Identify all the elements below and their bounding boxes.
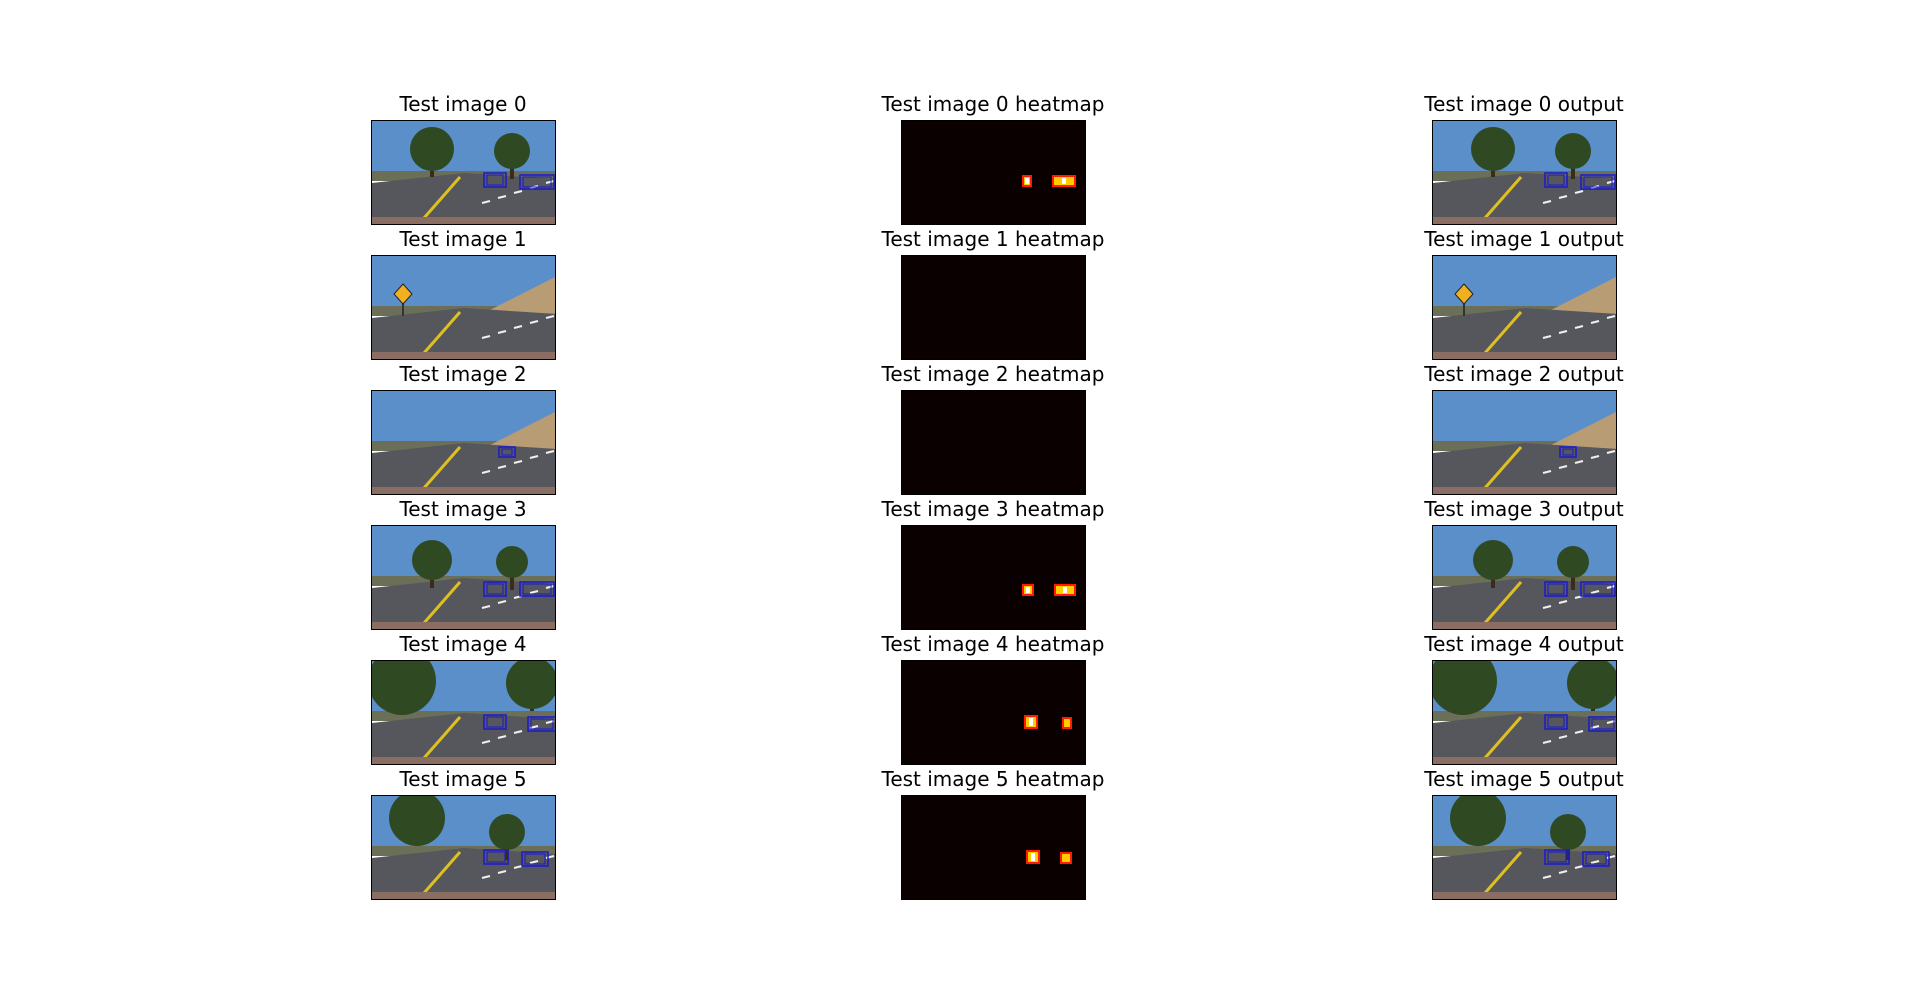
panel-title-original-3: Test image 3: [399, 497, 527, 521]
panel-title-original-0: Test image 0: [399, 92, 527, 116]
heatmap-image-5: [900, 795, 1086, 900]
panel-title-output-1: Test image 1 output: [1424, 227, 1624, 251]
heatmap-image-3: [900, 525, 1086, 630]
panel-title-original-1: Test image 1: [399, 227, 527, 251]
panel-title-original-4: Test image 4: [399, 632, 527, 656]
panel-title-heatmap-0: Test image 0 heatmap: [881, 92, 1105, 116]
heatmap-image-4: [900, 660, 1086, 765]
original-image-0: [370, 120, 556, 225]
panel-title-heatmap-4: Test image 4 heatmap: [881, 632, 1105, 656]
heatmap-image-2: [900, 390, 1086, 495]
panel-title-heatmap-5: Test image 5 heatmap: [881, 767, 1105, 791]
output-image-3: [1431, 525, 1617, 630]
panel-title-output-5: Test image 5 output: [1424, 767, 1624, 791]
panel-title-heatmap-3: Test image 3 heatmap: [881, 497, 1105, 521]
panel-title-output-2: Test image 2 output: [1424, 362, 1624, 386]
output-image-5: [1431, 795, 1617, 900]
panel-title-heatmap-1: Test image 1 heatmap: [881, 227, 1105, 251]
panel-title-output-3: Test image 3 output: [1424, 497, 1624, 521]
panel-title-output-0: Test image 0 output: [1424, 92, 1624, 116]
output-image-1: [1431, 255, 1617, 360]
output-image-0: [1431, 120, 1617, 225]
output-image-4: [1431, 660, 1617, 765]
heatmap-image-1: [900, 255, 1086, 360]
original-image-3: [370, 525, 556, 630]
panel-title-original-2: Test image 2: [399, 362, 527, 386]
original-image-4: [370, 660, 556, 765]
panel-title-original-5: Test image 5: [399, 767, 527, 791]
heatmap-image-0: [900, 120, 1086, 225]
panel-title-output-4: Test image 4 output: [1424, 632, 1624, 656]
panel-title-heatmap-2: Test image 2 heatmap: [881, 362, 1105, 386]
original-image-1: [370, 255, 556, 360]
output-image-2: [1431, 390, 1617, 495]
original-image-5: [370, 795, 556, 900]
original-image-2: [370, 390, 556, 495]
